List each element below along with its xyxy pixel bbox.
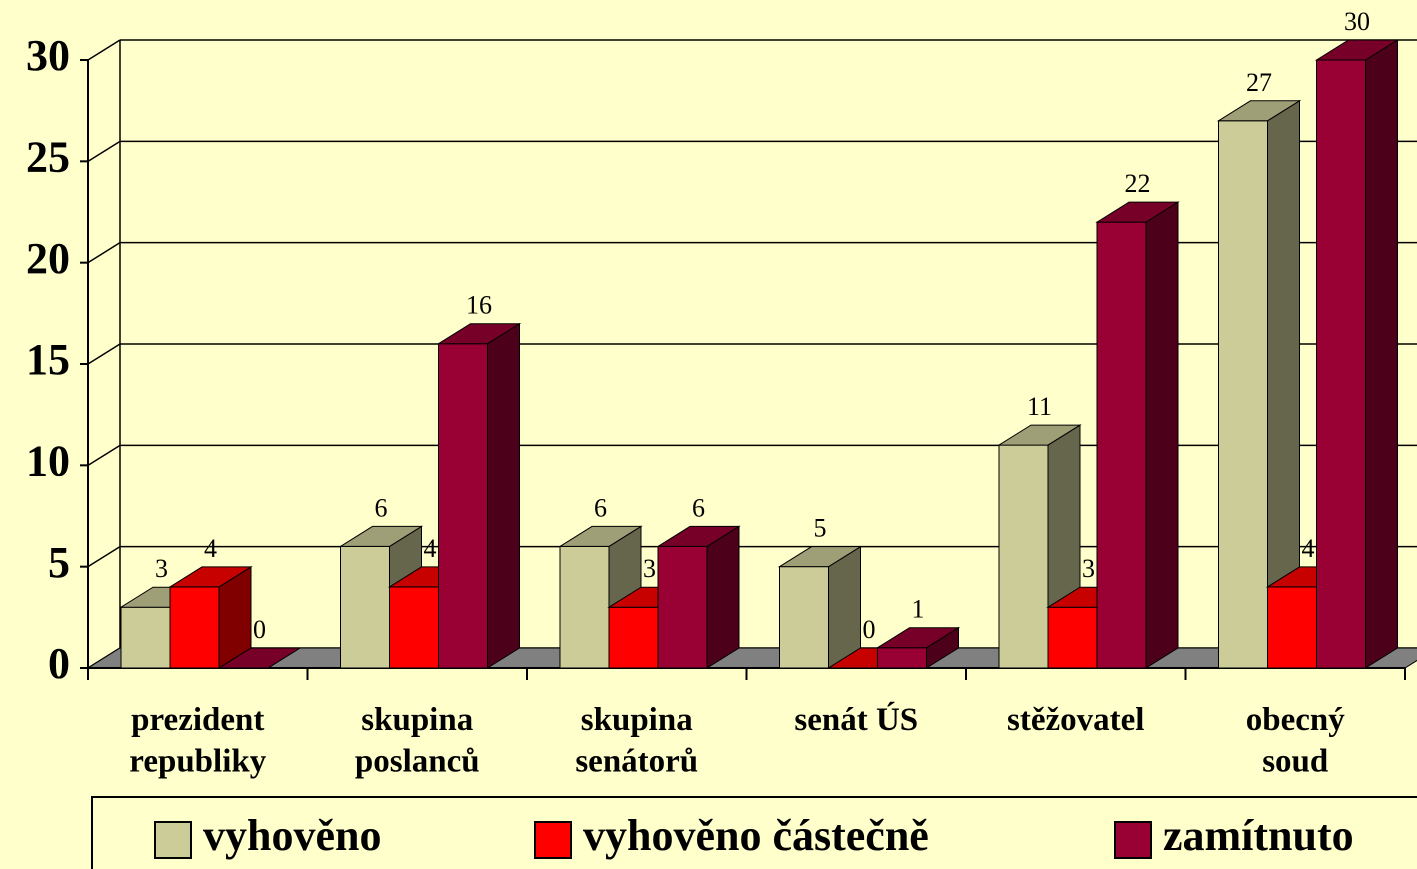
y-tick-label: 20 <box>26 234 70 283</box>
bar <box>777 545 863 669</box>
value-label: 6 <box>692 493 705 522</box>
legend-box <box>91 796 1417 869</box>
value-label: 30 <box>1344 7 1370 36</box>
y-tick-label: 25 <box>26 132 70 181</box>
value-label: 6 <box>375 493 388 522</box>
bar-top <box>777 546 863 568</box>
grid-line-side <box>87 444 121 466</box>
bar <box>1095 201 1180 669</box>
value-label: 27 <box>1246 68 1272 97</box>
bar-front <box>1096 221 1147 669</box>
bar-top <box>558 525 643 547</box>
value-label: 0 <box>253 615 266 644</box>
value-label: 3 <box>155 554 168 583</box>
x-tick-label: obecný soud <box>1246 702 1346 779</box>
bar-top <box>1314 39 1400 61</box>
legend-swatch <box>154 821 192 859</box>
bar <box>656 525 741 669</box>
value-label: 0 <box>863 615 876 644</box>
value-label: 4 <box>424 534 437 563</box>
value-label: 16 <box>466 291 492 320</box>
grid-line-side <box>87 140 121 162</box>
value-label: 3 <box>1082 554 1095 583</box>
legend-label: vyhověno částečně <box>583 811 929 860</box>
bar-front <box>998 444 1049 669</box>
bar <box>168 566 253 669</box>
bar-top <box>1216 100 1302 122</box>
bar-front <box>169 586 220 669</box>
legend-swatch <box>534 821 572 859</box>
value-label: 3 <box>643 554 656 583</box>
bar-front <box>559 545 610 669</box>
bar <box>1314 39 1400 669</box>
legend-swatch <box>1114 821 1152 859</box>
bar-front <box>608 606 659 669</box>
bar-side <box>1365 39 1398 669</box>
x-tick-label: stěžovatel <box>1007 702 1144 738</box>
grid-line-side <box>87 39 121 61</box>
value-label: 5 <box>814 514 827 543</box>
bar-front <box>1316 59 1366 669</box>
bar <box>1216 99 1302 669</box>
bar-front <box>340 545 390 669</box>
bar-top <box>656 525 741 547</box>
bar-front <box>657 545 708 669</box>
bar-top <box>997 424 1082 446</box>
x-tick-label: skupina poslanců <box>355 702 480 779</box>
bar-front <box>1047 606 1098 669</box>
value-label: 6 <box>594 493 607 522</box>
grid-line-side <box>87 546 121 568</box>
bar <box>997 424 1082 669</box>
legend-label: vyhověno <box>203 811 381 860</box>
bar-top <box>168 566 253 588</box>
bar-front <box>1267 586 1317 669</box>
value-label: 1 <box>912 595 925 624</box>
bar-front <box>877 647 927 669</box>
x-tick-label: senát ÚS <box>794 700 918 738</box>
grid-line-side <box>87 242 121 264</box>
y-tick-label: 10 <box>26 436 70 485</box>
value-label: 4 <box>204 534 217 563</box>
value-label: 22 <box>1125 169 1151 198</box>
bar <box>217 647 302 669</box>
y-tick-label: 15 <box>26 335 70 384</box>
bar-front <box>1218 120 1268 669</box>
grid-line-side <box>87 343 121 365</box>
bar-top <box>338 525 424 547</box>
value-label: 11 <box>1027 392 1052 421</box>
bar-side <box>706 525 740 669</box>
bar-top <box>1095 201 1180 223</box>
y-tick-label: 5 <box>48 538 70 587</box>
bar <box>875 626 961 669</box>
value-label: 4 <box>1302 534 1315 563</box>
bar-side <box>828 545 861 669</box>
bar-top <box>436 323 522 345</box>
bar <box>436 322 522 669</box>
bar-top <box>875 627 961 649</box>
bar-side <box>1145 201 1179 669</box>
legend-label: zamítnuto <box>1163 811 1354 860</box>
bar-front <box>438 343 488 669</box>
bar-top <box>217 647 302 669</box>
bar-front <box>120 606 171 669</box>
x-tick-label: skupina senátorů <box>575 702 698 779</box>
y-tick-label: 30 <box>26 31 70 80</box>
y-tick-label: 0 <box>48 639 70 688</box>
x-tick-label: prezident republiky <box>129 702 266 779</box>
bar-side <box>487 322 520 669</box>
bar-front <box>779 566 829 669</box>
bar-front <box>389 586 439 669</box>
